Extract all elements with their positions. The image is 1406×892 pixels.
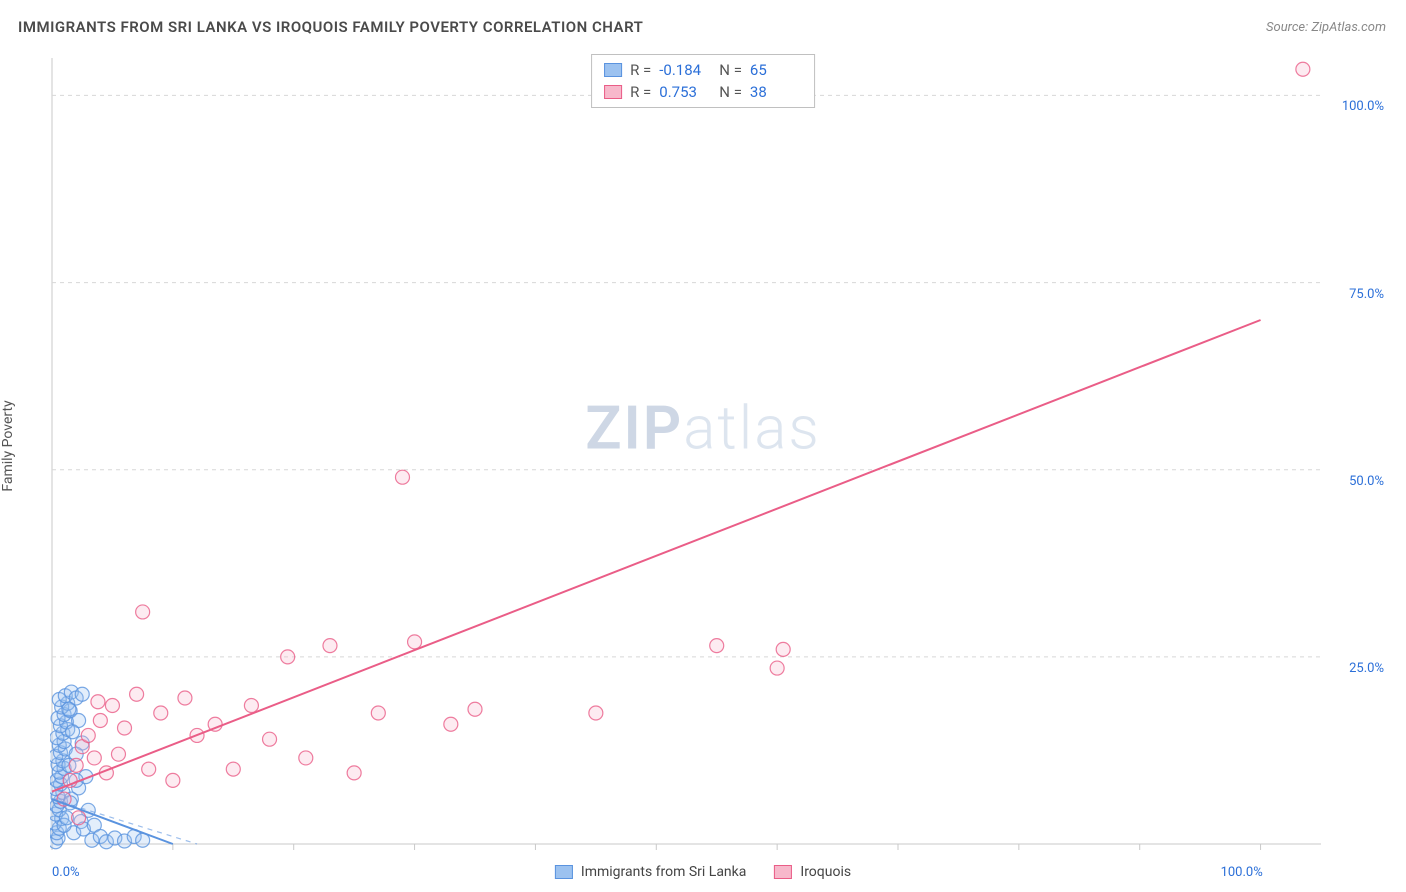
- stats-box: R = -0.184 N = 65 R = 0.753 N = 38: [591, 54, 815, 108]
- chart-svg: [50, 50, 1386, 852]
- stats-n-value-iroquois: 38: [750, 83, 802, 101]
- x-tick-label: 0.0%: [52, 865, 80, 880]
- stats-r-label: R =: [630, 83, 651, 101]
- source-credit: Source: ZipAtlas.com: [1266, 20, 1386, 35]
- source-name: ZipAtlas.com: [1311, 20, 1386, 35]
- legend-swatch-srilanka: [555, 865, 573, 879]
- y-axis-label: Family Poverty: [0, 400, 16, 491]
- legend-label-iroquois: Iroquois: [800, 864, 851, 880]
- stats-r-value-srilanka: -0.184: [659, 61, 711, 79]
- stats-r-label: R =: [630, 61, 651, 79]
- source-prefix: Source:: [1266, 20, 1311, 35]
- chart-title: IMMIGRANTS FROM SRI LANKA VS IROQUOIS FA…: [18, 18, 643, 36]
- stats-r-value-iroquois: 0.753: [659, 83, 711, 101]
- stats-n-value-srilanka: 65: [750, 61, 802, 79]
- stats-row-iroquois: R = 0.753 N = 38: [600, 81, 806, 103]
- chart-area: [50, 50, 1386, 852]
- y-tick-label: 25.0%: [1349, 661, 1384, 676]
- stats-row-srilanka: R = -0.184 N = 65: [600, 59, 806, 81]
- y-tick-label: 50.0%: [1349, 474, 1384, 489]
- y-tick-label: 75.0%: [1349, 287, 1384, 302]
- legend-item-srilanka: Immigrants from Sri Lanka: [555, 864, 746, 880]
- legend-swatch-iroquois: [774, 865, 792, 879]
- stats-swatch-iroquois: [604, 85, 622, 99]
- x-tick-label: 100.0%: [1221, 865, 1263, 880]
- legend-label-srilanka: Immigrants from Sri Lanka: [581, 864, 746, 880]
- bottom-legend: Immigrants from Sri Lanka Iroquois: [555, 864, 851, 880]
- stats-n-label: N =: [719, 83, 742, 101]
- stats-n-label: N =: [719, 61, 742, 79]
- y-tick-label: 100.0%: [1342, 99, 1384, 114]
- stats-swatch-srilanka: [604, 63, 622, 77]
- legend-item-iroquois: Iroquois: [774, 864, 851, 880]
